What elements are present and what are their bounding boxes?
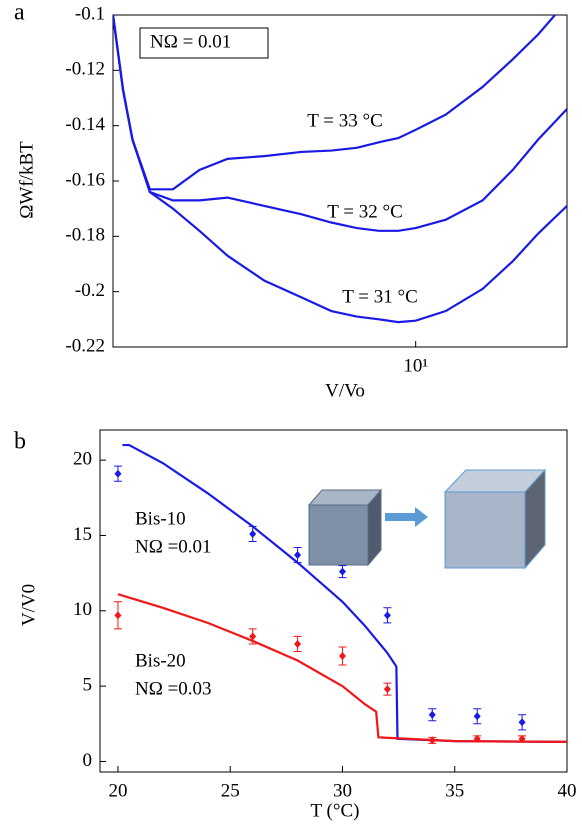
annotation-box bbox=[139, 27, 269, 59]
data-point bbox=[383, 685, 391, 694]
x-axis-label: V/Vo bbox=[325, 380, 365, 401]
plot-frame bbox=[99, 429, 568, 773]
data-point bbox=[338, 651, 346, 660]
series-label: Bis-10 bbox=[135, 508, 186, 529]
y-tick-label: -0.16 bbox=[65, 169, 105, 190]
series-annotation: NΩ =0.01 bbox=[135, 536, 212, 557]
x-tick-label: 20 bbox=[108, 780, 127, 801]
data-point bbox=[114, 469, 122, 478]
y-tick-label: 10 bbox=[73, 599, 92, 620]
data-point bbox=[428, 710, 436, 719]
y-tick-label: -0.18 bbox=[65, 225, 105, 246]
data-point bbox=[473, 712, 481, 721]
y-tick-label: 5 bbox=[83, 674, 93, 695]
data-point bbox=[338, 567, 346, 576]
data-point bbox=[383, 611, 391, 620]
curve bbox=[113, 15, 557, 191]
y-axis-label: V/V0 bbox=[18, 584, 39, 626]
cube-illustration bbox=[307, 468, 547, 570]
y-tick-label: -0.22 bbox=[65, 335, 105, 356]
data-point bbox=[518, 718, 526, 727]
x-tick-label: 10¹ bbox=[403, 355, 428, 376]
plot-area bbox=[117, 443, 567, 743]
data-point bbox=[473, 734, 481, 743]
x-tick-label: 35 bbox=[445, 780, 464, 801]
x-tick-label: 25 bbox=[221, 780, 240, 801]
y-tick-label: 20 bbox=[73, 448, 92, 469]
y-tick-label: 15 bbox=[73, 524, 92, 545]
y-tick-label: -0.2 bbox=[75, 280, 105, 301]
y-tick-label: -0.14 bbox=[65, 114, 105, 135]
y-tick-label: 0 bbox=[83, 750, 93, 771]
y-axis-label: ΩWf/kBT bbox=[16, 141, 37, 219]
series-label: Bis-20 bbox=[135, 650, 186, 671]
curve-label: T = 33 °C bbox=[307, 110, 383, 131]
curve-label: T = 32 °C bbox=[327, 201, 403, 222]
panel-label: b bbox=[14, 429, 26, 455]
x-axis-label: T (°C) bbox=[311, 800, 360, 821]
curve bbox=[117, 593, 567, 743]
plot-frame bbox=[112, 14, 568, 348]
curve-label: T = 31 °C bbox=[342, 286, 418, 307]
x-tick-label: 30 bbox=[333, 780, 352, 801]
data-point bbox=[518, 734, 526, 743]
plot-area bbox=[113, 15, 567, 324]
data-point bbox=[114, 611, 122, 620]
data-point bbox=[249, 529, 257, 538]
annotation: NΩ = 0.01 bbox=[150, 31, 231, 52]
x-tick-label: 40 bbox=[558, 780, 577, 801]
y-tick-label: -0.12 bbox=[65, 59, 105, 80]
y-tick-label: -0.1 bbox=[75, 3, 105, 24]
data-point bbox=[294, 639, 302, 648]
panel-label: a bbox=[14, 0, 25, 26]
curve bbox=[113, 15, 567, 324]
data-point bbox=[294, 551, 302, 560]
data-point bbox=[249, 632, 257, 641]
data-point bbox=[428, 736, 436, 745]
series-annotation: NΩ =0.03 bbox=[135, 678, 212, 699]
